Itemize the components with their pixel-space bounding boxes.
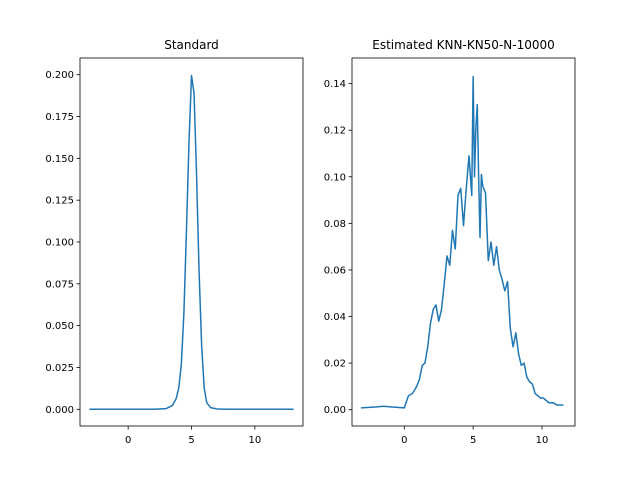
y-tick-label: 0.00: [324, 405, 346, 416]
y-tick-label: 0.175: [45, 112, 74, 123]
series-line-0: [89, 74, 294, 411]
y-tick-label: 0.125: [45, 196, 74, 207]
y-tick-label: 0.08: [324, 219, 346, 230]
y-tick-label: 0.12: [324, 126, 346, 137]
y-tick-label: 0.04: [324, 312, 346, 323]
x-tick-label: 10: [248, 435, 261, 446]
chart-title: Estimated KNN-KN50-N-10000: [372, 38, 555, 52]
chart-title: Standard: [164, 38, 219, 52]
axes-frame: [79, 57, 304, 427]
y-tick-label: 0.14: [324, 79, 346, 90]
x-tick-label: 10: [536, 435, 549, 446]
x-tick-label: 5: [470, 435, 476, 446]
y-tick-label: 0.200: [45, 70, 74, 81]
y-tick-label: 0.025: [45, 363, 74, 374]
chart-standard: Standard 0 5 10 0.000 0.025 0.050 0.075 0.100 0.…: [45, 38, 304, 446]
y-tick-label: 0.150: [45, 154, 74, 165]
y-tick-label: 0.100: [45, 238, 74, 249]
y-tick-label: 0.075: [45, 279, 74, 290]
y-tick-label: 0.050: [45, 321, 74, 332]
axes-frame: [351, 57, 576, 427]
series-line-0: [360, 75, 564, 409]
x-tick-label: 0: [401, 435, 407, 446]
x-tick-label: 0: [125, 435, 131, 446]
y-tick-label: 0.10: [324, 172, 346, 183]
y-tick-label: 0.02: [324, 359, 346, 370]
chart-estimated: Estimated KNN-KN50-N-10000 0 5 10 0.00 0.02 0…: [324, 38, 576, 446]
x-tick-label: 5: [188, 435, 194, 446]
y-tick-label: 0.000: [45, 405, 74, 416]
y-tick-label: 0.06: [324, 265, 346, 276]
